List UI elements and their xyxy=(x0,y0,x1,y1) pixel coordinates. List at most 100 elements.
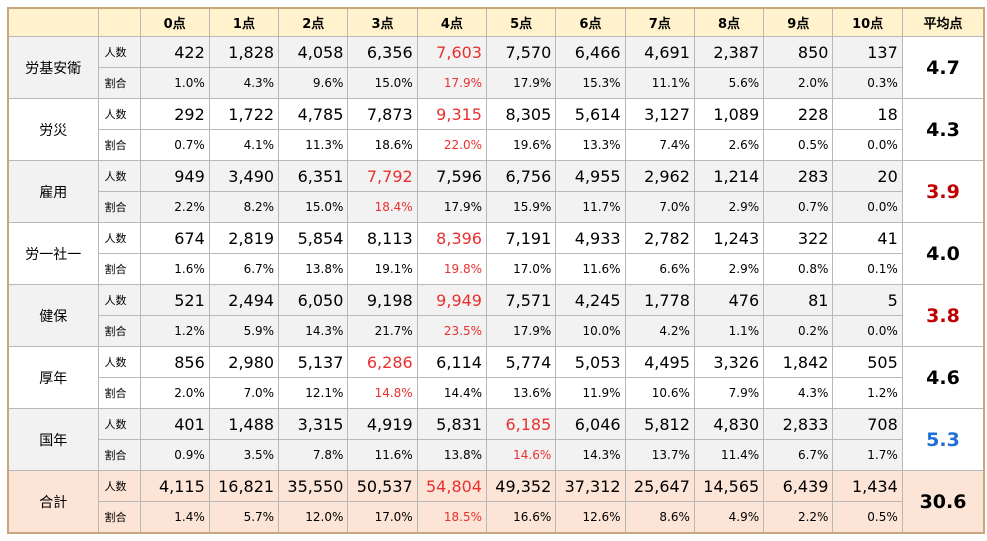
percent-cell: 17.9% xyxy=(485,315,557,347)
percent-cell: 1.7% xyxy=(832,439,903,471)
count-cell: 3,315 xyxy=(278,408,349,440)
count-cell: 2,387 xyxy=(693,36,765,68)
group-name: 労基安衛 xyxy=(7,36,99,99)
percent-cell: 18.6% xyxy=(347,129,418,161)
count-cell: 8,396 xyxy=(416,222,487,254)
count-cell: 7,792 xyxy=(347,160,418,192)
count-cell: 6,756 xyxy=(485,160,557,192)
count-cell: 674 xyxy=(139,222,210,254)
percent-cell: 8.6% xyxy=(624,501,695,534)
count-cell: 4,245 xyxy=(555,284,626,316)
row-label: 人数 xyxy=(97,346,141,378)
count-cell: 2,962 xyxy=(624,160,695,192)
score-table: 0点 1点 2点 3点 4点 5点 6点 7点 8点 9点 10点 平均点 労基安衛 人数 422 1,82… xyxy=(7,7,986,534)
percent-cell: 2.6% xyxy=(693,129,765,161)
percent-cell: 5.7% xyxy=(208,501,280,534)
percent-cell: 15.0% xyxy=(278,191,349,223)
data-row: 労災 人数 292 1,722 4,785 7,873 9,315 8,305 5,614 3,1… xyxy=(7,98,985,161)
count-cell: 9,198 xyxy=(347,284,418,316)
count-cell: 476 xyxy=(693,284,765,316)
group-name: 国年 xyxy=(7,408,99,471)
percent-cell: 15.0% xyxy=(347,67,418,99)
group: 合計 人数 4,115 16,821 35,550 50,537 54,804 49,352 3… xyxy=(7,470,985,534)
count-cell: 6,046 xyxy=(555,408,626,440)
header-blank xyxy=(7,7,99,37)
percent-cell: 0.7% xyxy=(763,191,834,223)
data-row: 割合 2.2% 8.2% 15.0% 18.4% 17.9% 15.9% 11.7% 7.0% 2… xyxy=(8,191,984,223)
percent-cell: 0.2% xyxy=(763,315,834,347)
percent-cell: 1.0% xyxy=(139,67,210,99)
data-row: 雇用 人数 949 3,490 6,351 7,792 7,596 6,756 4,955 2,9… xyxy=(7,160,985,223)
count-cell: 4,785 xyxy=(278,98,349,130)
count-cell: 2,980 xyxy=(208,346,280,378)
column-header: 10点 xyxy=(832,7,903,37)
data-row: 健保 人数 521 2,494 6,050 9,198 9,949 7,571 4,245 1,7… xyxy=(7,284,985,347)
percent-cell: 23.5% xyxy=(416,315,487,347)
percent-cell: 1.6% xyxy=(139,253,210,285)
group: 厚年 人数 856 2,980 5,137 6,286 6,114 5,774 5,053 4,4… xyxy=(7,346,985,409)
count-cell: 20 xyxy=(832,160,903,192)
average-score: 30.6 xyxy=(901,470,985,534)
count-cell: 322 xyxy=(763,222,834,254)
percent-cell: 2.9% xyxy=(693,253,765,285)
percent-cell: 4.3% xyxy=(763,377,834,409)
percent-cell: 1.2% xyxy=(139,315,210,347)
count-cell: 4,058 xyxy=(278,36,349,68)
column-header: 1点 xyxy=(208,7,280,37)
data-row: 労基安衛 人数 422 1,828 4,058 6,356 7,603 7,570 6,466 4… xyxy=(7,36,985,99)
percent-cell: 21.7% xyxy=(347,315,418,347)
count-cell: 14,565 xyxy=(693,470,765,502)
count-cell: 2,833 xyxy=(763,408,834,440)
percent-cell: 14.8% xyxy=(347,377,418,409)
count-cell: 1,778 xyxy=(624,284,695,316)
average-score: 3.8 xyxy=(901,284,985,347)
percent-cell: 12.6% xyxy=(555,501,626,534)
count-cell: 6,185 xyxy=(485,408,557,440)
percent-cell: 15.9% xyxy=(485,191,557,223)
column-header: 0点 xyxy=(139,7,210,37)
percent-cell: 7.9% xyxy=(693,377,765,409)
count-cell: 1,488 xyxy=(208,408,280,440)
row-label: 割合 xyxy=(97,439,141,471)
count-cell: 7,570 xyxy=(485,36,557,68)
row-label: 人数 xyxy=(97,408,141,440)
count-cell: 1,434 xyxy=(832,470,903,502)
count-cell: 422 xyxy=(139,36,210,68)
row-label: 割合 xyxy=(97,67,141,99)
count-cell: 1,089 xyxy=(693,98,765,130)
group: 労基安衛 人数 422 1,828 4,058 6,356 7,603 7,570 6,466 4… xyxy=(7,36,985,99)
percent-cell: 18.5% xyxy=(416,501,487,534)
percent-cell: 1.1% xyxy=(693,315,765,347)
count-cell: 7,191 xyxy=(485,222,557,254)
count-cell: 1,828 xyxy=(208,36,280,68)
percent-cell: 4.3% xyxy=(208,67,280,99)
group-name: 合計 xyxy=(7,470,99,534)
percent-cell: 11.1% xyxy=(624,67,695,99)
count-cell: 5,137 xyxy=(278,346,349,378)
count-cell: 5,831 xyxy=(416,408,487,440)
count-cell: 6,351 xyxy=(278,160,349,192)
data-row: 割合 0.9% 3.5% 7.8% 11.6% 13.8% 14.6% 14.3% 13.7% 1… xyxy=(8,439,984,471)
percent-cell: 6.7% xyxy=(763,439,834,471)
count-cell: 6,050 xyxy=(278,284,349,316)
count-cell: 5,614 xyxy=(555,98,626,130)
count-cell: 4,115 xyxy=(139,470,210,502)
count-cell: 5 xyxy=(832,284,903,316)
row-label: 割合 xyxy=(97,315,141,347)
count-cell: 54,804 xyxy=(416,470,487,502)
percent-cell: 1.2% xyxy=(832,377,903,409)
count-cell: 505 xyxy=(832,346,903,378)
data-row: 労一社一 人数 674 2,819 5,854 8,113 8,396 7,191 4,933 2… xyxy=(7,222,985,285)
percent-cell: 2.9% xyxy=(693,191,765,223)
count-cell: 16,821 xyxy=(208,470,280,502)
average-header: 平均点 xyxy=(901,7,985,37)
count-cell: 6,439 xyxy=(763,470,834,502)
percent-cell: 19.8% xyxy=(416,253,487,285)
percent-cell: 19.1% xyxy=(347,253,418,285)
data-row: 国年 人数 401 1,488 3,315 4,919 5,831 6,185 6,046 5,8… xyxy=(7,408,985,471)
count-cell: 1,214 xyxy=(693,160,765,192)
row-label: 人数 xyxy=(97,36,141,68)
percent-cell: 4.1% xyxy=(208,129,280,161)
count-cell: 81 xyxy=(763,284,834,316)
